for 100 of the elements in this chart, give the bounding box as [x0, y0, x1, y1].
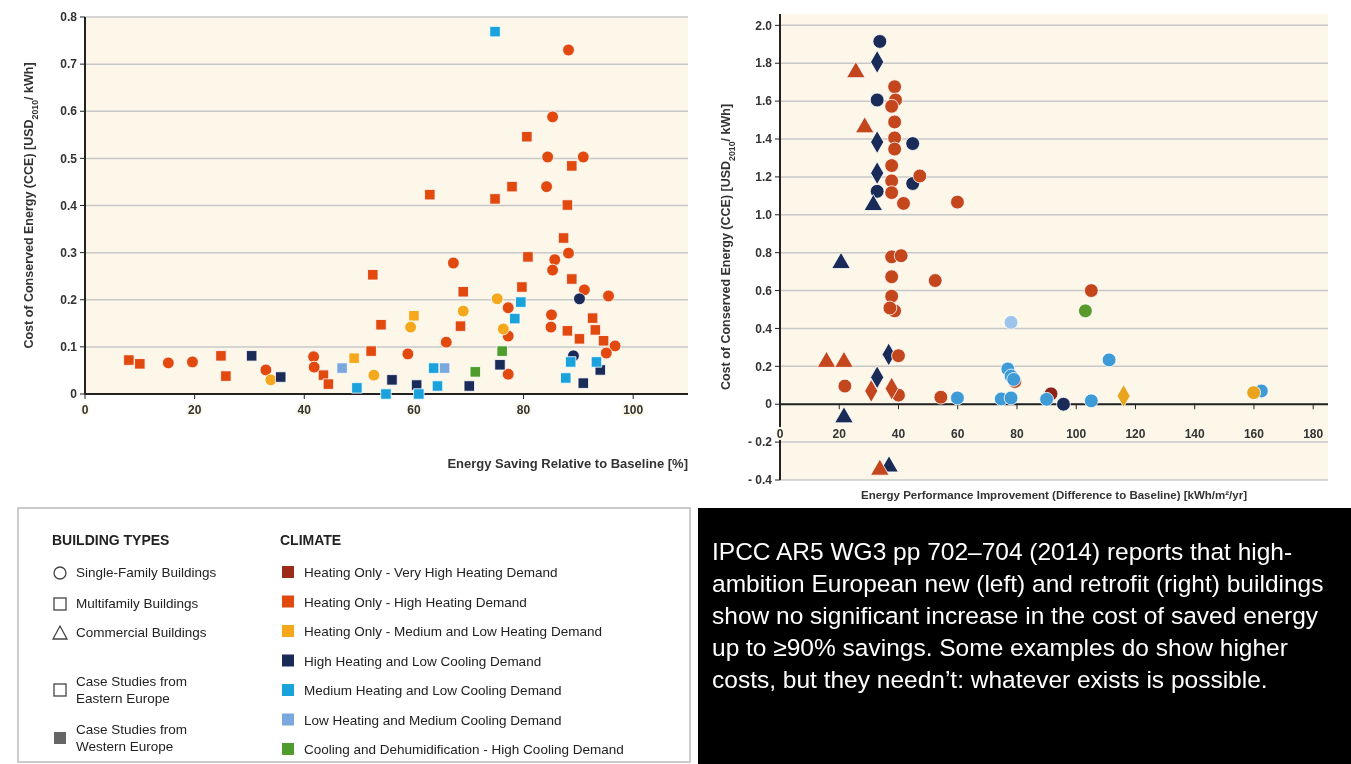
legend-label: Cooling and Dehumidification - High Cooling Demand: [304, 742, 624, 757]
point: [887, 79, 902, 95]
point: [307, 350, 320, 364]
point: [336, 362, 348, 374]
y-tick-label: 0.8: [60, 10, 78, 25]
point: [521, 131, 533, 143]
point: [463, 380, 475, 392]
point: [950, 390, 965, 406]
y-tick-label: - 0.2: [747, 435, 773, 450]
point: [869, 92, 885, 108]
x-tick-label: 140: [1184, 427, 1206, 442]
point: [884, 269, 899, 285]
x-tick-label: 0: [81, 403, 89, 417]
point: [454, 320, 467, 332]
point: [408, 310, 420, 322]
point: [351, 382, 363, 394]
x-tick-label: 20: [187, 403, 202, 417]
y-tick-label: 0.5: [60, 151, 78, 166]
point: [322, 378, 335, 390]
point: [506, 181, 518, 193]
point: [496, 345, 508, 357]
point: [573, 333, 586, 345]
point: [365, 345, 377, 357]
point: [887, 114, 902, 130]
point: [565, 356, 577, 368]
y-tick-label: - 0.4: [747, 473, 773, 488]
y-tick-label: 0.4: [755, 321, 773, 336]
point: [1101, 352, 1117, 368]
point: [600, 346, 613, 360]
point: [573, 292, 586, 306]
point: [545, 308, 558, 322]
y-tick-label: 1.4: [755, 132, 773, 147]
point: [546, 110, 559, 124]
point: [489, 25, 501, 38]
point: [887, 141, 902, 157]
point: [884, 185, 899, 200]
point: [586, 312, 599, 324]
point: [933, 389, 949, 405]
point: [1003, 390, 1019, 406]
point: [501, 367, 515, 381]
point: [882, 300, 898, 316]
point: [1003, 315, 1019, 330]
text: Multifamily Buildings: [76, 596, 199, 611]
point: [439, 335, 453, 349]
point: [608, 339, 622, 353]
point: [431, 380, 444, 392]
point: [891, 348, 906, 364]
point: [872, 34, 888, 49]
point: [307, 360, 321, 374]
point: [516, 281, 528, 293]
point: [1039, 392, 1054, 407]
x-tick-label: 60: [951, 427, 965, 442]
point: [562, 246, 575, 260]
y-tick-label: 0.2: [60, 292, 78, 307]
x-tick-label: 100: [623, 403, 644, 417]
y-tick-label: 0.2: [755, 359, 773, 374]
y-tick-label: 1.6: [755, 94, 773, 109]
point: [557, 232, 570, 244]
point: [602, 289, 615, 303]
point: [589, 324, 601, 336]
point: [884, 288, 899, 304]
point: [413, 388, 425, 400]
point: [548, 253, 562, 266]
point: [386, 374, 398, 386]
x-tick-label: 120: [1125, 427, 1146, 442]
legend-label: Medium Heating and Low Cooling Demand: [304, 683, 562, 698]
point: [494, 359, 506, 371]
point: [546, 263, 559, 277]
point: [927, 273, 943, 288]
text: Case Studies from Western Europe: [76, 722, 188, 754]
point: [375, 319, 387, 331]
point: [259, 363, 273, 377]
x-axis-title: Energy Performance Improvement (Difference to Baseline) [kWh/m²/yr]: [861, 489, 1248, 501]
point: [501, 301, 515, 315]
point: [522, 251, 534, 263]
point: [577, 377, 589, 389]
point: [912, 168, 928, 184]
legend-label: Heating Only - High Heating Demand: [304, 594, 527, 610]
point: [438, 362, 451, 374]
point: [566, 160, 578, 172]
text: BUILDING TYPES: [52, 532, 170, 548]
point: [246, 350, 258, 362]
point: [424, 189, 436, 201]
point: [490, 292, 504, 306]
point: [509, 312, 521, 325]
point: [541, 150, 554, 164]
text: Case Studies from Eastern Europe: [76, 674, 188, 706]
x-tick-label: 60: [407, 403, 421, 417]
point: [1246, 385, 1261, 400]
x-tick-label: 80: [516, 403, 531, 417]
legend-title: CLIMATE: [280, 532, 342, 548]
y-tick-label: 0.1: [60, 340, 78, 355]
point: [380, 388, 392, 400]
x-tick-label: 80: [1010, 427, 1024, 442]
legend-label: Heating Only - Medium and Low Heating Demand: [304, 624, 602, 639]
point: [367, 269, 379, 281]
y-tick-label: 1.2: [755, 170, 773, 185]
point: [264, 373, 278, 387]
point: [123, 354, 135, 366]
y-tick-label: 0.3: [60, 245, 78, 260]
